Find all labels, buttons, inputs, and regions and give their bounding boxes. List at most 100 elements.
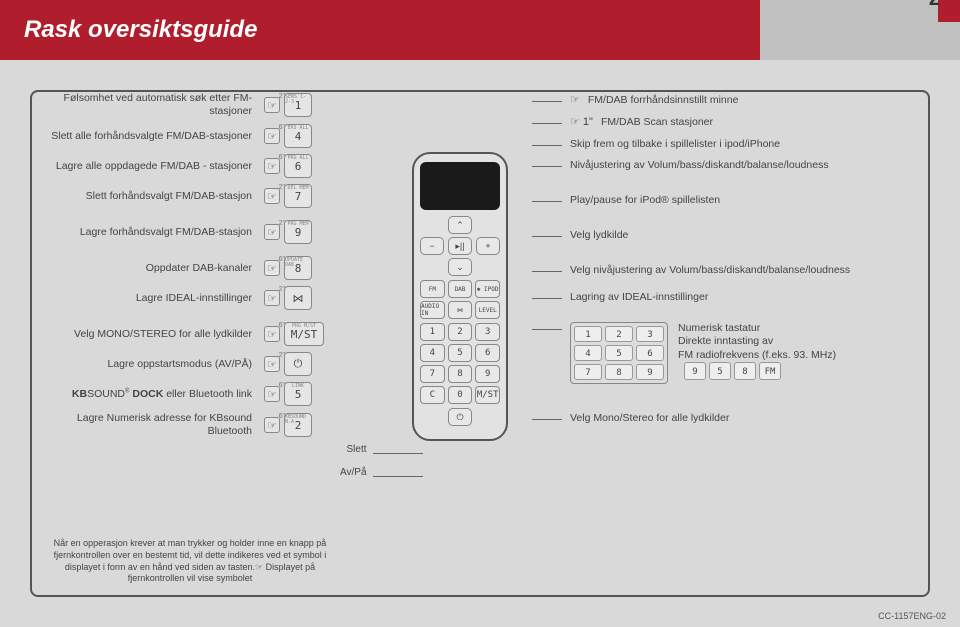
keypad-key[interactable]: 2 bbox=[448, 323, 473, 341]
finger-icon: ☞ bbox=[570, 94, 580, 108]
left-row: KBSOUND® DOCK eller Bluetooth link☞6"LIN… bbox=[32, 382, 326, 406]
hold-indicator: ☞2" bbox=[264, 188, 280, 204]
key-button[interactable]: KBSOUND N.A2 bbox=[284, 413, 312, 437]
left-label: Velg MONO/STEREO for alle lydkilder bbox=[32, 328, 262, 341]
keypad-key[interactable]: 4 bbox=[420, 344, 445, 362]
src-audioin[interactable]: AUDIO IN bbox=[420, 301, 445, 319]
src-fm[interactable]: FM bbox=[420, 280, 445, 298]
src-dab[interactable]: DAB bbox=[448, 280, 473, 298]
src-ideal[interactable]: ⋈ bbox=[448, 301, 473, 319]
hold-indicator: ☞6" bbox=[264, 158, 280, 174]
power-button[interactable]: ⏻ bbox=[448, 408, 472, 426]
keypad-key[interactable]: 8 bbox=[448, 365, 473, 383]
right-row: Skip frem og tilbake i spillelister i ip… bbox=[532, 138, 892, 151]
keypad-key[interactable]: 7 bbox=[420, 365, 445, 383]
right-label: Play/pause for iPod® spillelisten bbox=[570, 194, 720, 207]
nav-up[interactable]: ⌃ bbox=[448, 216, 472, 234]
footer-note: Når en opperasjon krever at man trykker … bbox=[50, 538, 330, 585]
key-button[interactable]: UPDATE DAB8 bbox=[284, 256, 312, 280]
right-column: ☞ FM/DAB forrhåndsinnstillt minne ☞ 1"FM/D… bbox=[532, 94, 892, 433]
vol-up[interactable]: + bbox=[476, 237, 500, 255]
page-number: 2 bbox=[929, 0, 940, 11]
key-button[interactable]: ⋈ bbox=[284, 286, 312, 310]
right-row: Play/pause for iPod® spillelisten bbox=[532, 194, 892, 207]
keypad-key[interactable]: 1 bbox=[420, 323, 445, 341]
key-button[interactable]: LINK5 bbox=[284, 382, 312, 406]
right-row: ☞ 1"FM/DAB Scan stasjoner bbox=[532, 116, 892, 130]
page-title: Rask oversiktsguide bbox=[24, 16, 257, 44]
left-label: Lagre oppstartsmodus (AV/PÅ) bbox=[32, 358, 262, 371]
right-row: Nivåjustering av Volum/bass/diskandt/bal… bbox=[532, 159, 892, 172]
content-frame: Følsomhet ved automatisk søk etter FM-st… bbox=[30, 90, 930, 597]
hold-indicator: ☞6" bbox=[264, 260, 280, 276]
left-row: Lagre IDEAL-innstillinger☞2"⋈ bbox=[32, 286, 326, 310]
left-row: Oppdater DAB-kanaler☞6"UPDATE DAB8 bbox=[32, 256, 326, 280]
src-level[interactable]: LEVEL bbox=[475, 301, 500, 319]
left-row: Lagre Numerisk adresse for KBsound Bluet… bbox=[32, 412, 326, 438]
page-corner bbox=[938, 0, 960, 22]
left-label: KBSOUND® DOCK eller Bluetooth link bbox=[32, 388, 262, 401]
keypad-key[interactable]: M/ST bbox=[475, 386, 500, 404]
right-row: Velg Mono/Stereo for alle lydkilder bbox=[532, 412, 892, 425]
nav-down[interactable]: ⌄ bbox=[448, 258, 472, 276]
doc-code: CC-1157ENG-02 bbox=[878, 611, 946, 621]
right-label: FM/DAB forrhåndsinnstillt minne bbox=[588, 94, 739, 107]
connector-line bbox=[532, 123, 562, 124]
keypad-key[interactable]: 0 bbox=[448, 386, 473, 404]
slett-label: Slett bbox=[346, 444, 366, 455]
example-key: 8 bbox=[734, 362, 756, 380]
example-key: 9 bbox=[684, 362, 706, 380]
keypad-key[interactable]: C bbox=[420, 386, 445, 404]
numeric-keypad-graphic: 123456789 bbox=[570, 322, 668, 384]
right-label: Nivåjustering av Volum/bass/diskandt/bal… bbox=[570, 159, 829, 172]
keypad-key[interactable]: 5 bbox=[448, 344, 473, 362]
right-row: 123456789Numerisk tastaturDirekte inntas… bbox=[532, 322, 892, 384]
connector-line bbox=[532, 271, 562, 272]
left-label: Lagre IDEAL-innstillinger bbox=[32, 292, 262, 305]
source-row: FM DAB ✱ IPOD AUDIO IN ⋈ LEVEL bbox=[420, 280, 500, 319]
slett-avpa-labels: Slett Av/På bbox=[340, 432, 423, 490]
finger-icon: ☞ 1" bbox=[570, 116, 593, 130]
hold-indicator: ☞2" bbox=[264, 224, 280, 240]
hold-indicator: ☞2" bbox=[264, 97, 280, 113]
key-button[interactable]: DEL MEM7 bbox=[284, 184, 312, 208]
connector-line bbox=[532, 236, 562, 237]
key-button[interactable]: ERS ALL4 bbox=[284, 124, 312, 148]
keypad-key[interactable]: 9 bbox=[475, 365, 500, 383]
vol-down[interactable]: − bbox=[420, 237, 444, 255]
right-label: Velg lydkilde bbox=[570, 229, 628, 242]
keypad-key[interactable]: 6 bbox=[475, 344, 500, 362]
connector-line bbox=[532, 419, 562, 420]
right-row: Velg lydkilde bbox=[532, 229, 892, 242]
remote-screen bbox=[420, 162, 500, 210]
right-label: Lagring av IDEAL-innstillinger bbox=[570, 291, 708, 304]
src-ipod[interactable]: ✱ IPOD bbox=[475, 280, 500, 298]
example-key: 5 bbox=[709, 362, 731, 380]
play-pause[interactable]: ▸|| bbox=[448, 237, 472, 255]
right-label: Skip frem og tilbake i spillelister i ip… bbox=[570, 138, 780, 151]
key-button[interactable]: PRG M/STM/ST bbox=[284, 322, 324, 346]
example-sequence: 958FM bbox=[684, 362, 781, 380]
right-label: Velg Mono/Stereo for alle lydkilder bbox=[570, 412, 729, 425]
key-button[interactable]: SENS 1-2-31 bbox=[284, 93, 312, 117]
left-column: Følsomhet ved automatisk søk etter FM-st… bbox=[32, 92, 326, 445]
hold-indicator: ☞6" bbox=[264, 128, 280, 144]
connector-line bbox=[532, 145, 562, 146]
key-button[interactable]: PRG ALL6 bbox=[284, 154, 312, 178]
keypad-key[interactable]: 3 bbox=[475, 323, 500, 341]
key-button[interactable]: PRG MEM9 bbox=[284, 220, 312, 244]
left-row: Lagre alle oppdagede FM/DAB - stasjoner☞… bbox=[32, 154, 326, 178]
right-label: Velg nivåjustering av Volum/bass/diskand… bbox=[570, 264, 850, 277]
connector-line bbox=[532, 329, 562, 330]
hold-indicator: ☞6" bbox=[264, 326, 280, 342]
right-row: ☞ FM/DAB forrhåndsinnstillt minne bbox=[532, 94, 892, 108]
left-label: Lagre Numerisk adresse for KBsound Bluet… bbox=[32, 412, 262, 438]
left-row: Slett alle forhåndsvalgte FM/DAB-stasjon… bbox=[32, 124, 326, 148]
connector-line bbox=[532, 166, 562, 167]
left-label: Lagre forhåndsvalgt FM/DAB-stasjon bbox=[32, 226, 262, 239]
connector-line bbox=[532, 298, 562, 299]
key-button[interactable]: ⏻ bbox=[284, 352, 312, 376]
left-row: Lagre oppstartsmodus (AV/PÅ)☞2"⏻ bbox=[32, 352, 326, 376]
remote-control: ⌃ − ▸|| + ⌄ FM DAB ✱ IPOD AUDIO IN ⋈ LEV… bbox=[412, 152, 508, 441]
hold-indicator: ☞6" bbox=[264, 417, 280, 433]
